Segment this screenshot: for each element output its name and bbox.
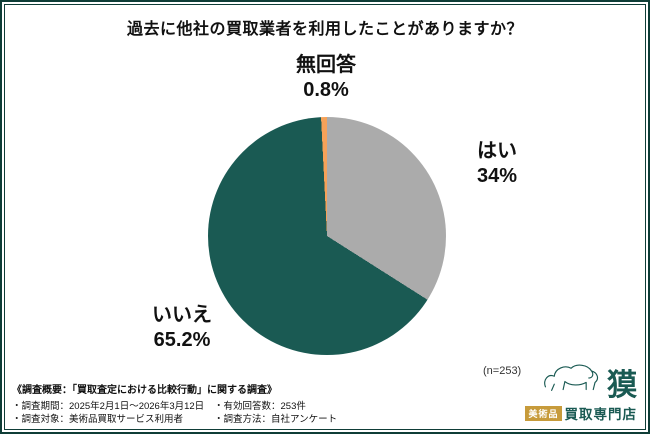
logo-category-badge: 美術品 <box>525 405 562 421</box>
survey-overview-heading: 《調査概要：「買取査定における比較行動」に関する調査》 <box>12 385 277 396</box>
chart-title: 過去に他社の買取業者を利用したことがありますか？ <box>126 21 523 38</box>
pie-label-no: いいえ 65.2% <box>117 303 247 353</box>
survey-method: ・調査方法：自社アンケート <box>214 414 338 425</box>
pie-label-yes-value: 34% <box>476 165 518 187</box>
pie-chart <box>208 117 446 355</box>
logo-kanji: 獏 <box>607 369 637 402</box>
sample-size-note: (n=253) <box>483 365 522 377</box>
pie-label-yes: はい 34% <box>437 139 557 189</box>
pie-label-no-answer-name: 無回答 <box>296 54 356 76</box>
survey-target: ・調査対象：美術品買取サービス利用者 <box>12 414 184 425</box>
pie-label-no-answer-value: 0.8% <box>303 79 349 101</box>
pie-label-no-name: いいえ <box>152 304 212 326</box>
survey-valid-responses: ・有効回答数：253件 <box>214 401 306 412</box>
pie-label-no-value: 65.2% <box>153 329 211 351</box>
logo-top-row: 獏 <box>541 360 637 401</box>
survey-period: ・調査期間：2025年2月1日～2026年3月12日 <box>12 401 205 412</box>
chart-panel: 過去に他社の買取業者を利用したことがありますか？ 無回答 0.8% はい 34%… <box>4 4 646 430</box>
company-logo: 獏 美術品 買取専門店 <box>519 360 637 423</box>
survey-details-grid: ・調査期間：2025年2月1日～2026年3月12日 ・有効回答数：253件 ・… <box>12 398 338 425</box>
survey-footer: 《調査概要：「買取査定における比較行動」に関する調査》 ・調査期間：2025年2… <box>12 381 338 425</box>
logo-store-name: 買取専門店 <box>564 407 637 422</box>
pie-label-no-answer: 無回答 0.8% <box>261 53 391 103</box>
logo-bottom-row: 美術品 買取専門店 <box>525 403 637 423</box>
pie-label-yes-name: はい <box>477 140 517 162</box>
baku-animal-icon <box>541 360 603 401</box>
